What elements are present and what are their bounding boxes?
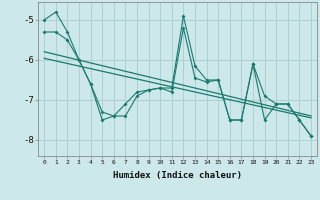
X-axis label: Humidex (Indice chaleur): Humidex (Indice chaleur) [113, 171, 242, 180]
